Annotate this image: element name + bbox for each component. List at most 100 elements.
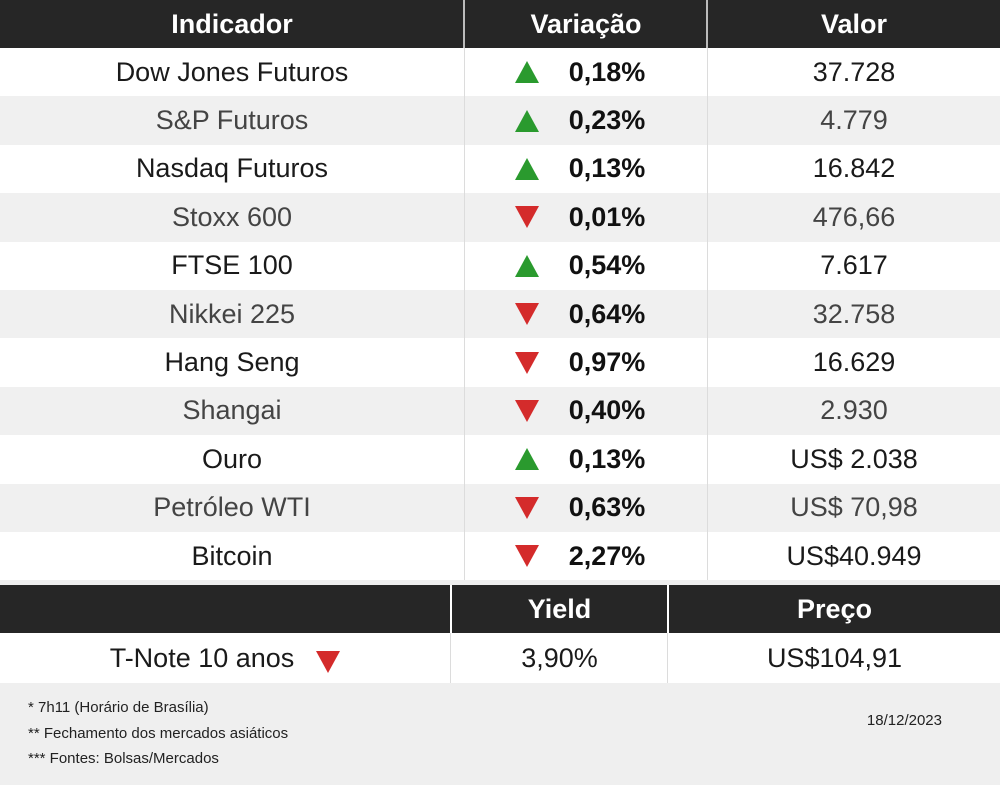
table-header: Indicador Variação Valor	[0, 0, 1000, 48]
cell-divider	[464, 48, 465, 97]
up-arrow-icon	[515, 254, 539, 277]
variation-value: 0,13%	[568, 153, 646, 184]
indicator-name: Nikkei 225	[168, 298, 296, 329]
indicator-name: Ouro	[201, 443, 263, 474]
up-arrow-icon	[515, 61, 539, 84]
up-arrow-icon	[515, 109, 539, 132]
variation-cell: 0,54%	[465, 242, 707, 290]
table-row: Nasdaq Futuros 0,13% 16.842	[0, 144, 1000, 194]
cell-divider	[464, 531, 465, 581]
indicator-value: 7.617	[820, 250, 888, 281]
cell-divider	[464, 483, 465, 532]
indicator-value: 32.758	[812, 298, 896, 329]
indicator-value: US$ 2.038	[790, 443, 918, 474]
variation-cell: 0,64%	[465, 290, 707, 338]
table-row: Hang Seng 0,97% 16.629	[0, 338, 1000, 387]
tnote-row: T-Note 10 anos 3,90% US$104,91	[0, 633, 1000, 683]
header-valor: Valor	[820, 9, 888, 39]
indicator-name: FTSE 100	[171, 250, 293, 281]
down-arrow-icon	[515, 399, 539, 422]
indicator-name: Nasdaq Futuros	[135, 153, 329, 184]
indicator-name: Bitcoin	[191, 540, 273, 571]
indicator-value: US$ 70,98	[790, 492, 918, 523]
footnote-asian-markets: ** Fechamento dos mercados asiáticos	[28, 725, 289, 742]
variation-cell: 0,23%	[465, 96, 707, 144]
indicator-name: Shangai	[182, 395, 282, 426]
variation-value: 0,23%	[568, 105, 646, 136]
up-arrow-icon	[515, 157, 539, 180]
variation-cell: 0,13%	[465, 145, 707, 193]
cell-divider	[464, 386, 465, 436]
down-arrow-icon	[515, 496, 539, 519]
cell-divider	[707, 386, 708, 436]
indicator-name: S&P Futuros	[155, 105, 309, 136]
footnote-time: * 7h11 (Horário de Brasília)	[28, 699, 209, 716]
cell-divider	[707, 435, 708, 484]
indicator-name: Dow Jones Futuros	[115, 56, 349, 87]
date-label: 18/12/2023	[866, 712, 942, 729]
variation-value: 0,40%	[568, 395, 646, 426]
variation-cell: 0,18%	[465, 48, 707, 96]
table-row: FTSE 100 0,54% 7.617	[0, 241, 1000, 290]
tnote-price: US$104,91	[766, 642, 903, 673]
cell-divider	[464, 144, 465, 194]
variation-cell: 2,27%	[465, 532, 707, 580]
down-arrow-icon	[515, 545, 539, 568]
footnote-sources: *** Fontes: Bolsas/Mercados	[28, 750, 219, 767]
variation-value: 0,63%	[568, 492, 646, 523]
cell-divider	[707, 193, 708, 242]
indicator-name: Petróleo WTI	[153, 492, 311, 523]
variation-value: 0,13%	[568, 443, 646, 474]
table-body: Dow Jones Futuros 0,18% 37.728 S&P Futuros 0…	[0, 48, 1000, 581]
indicator-value: US$40.949	[786, 540, 922, 571]
cell-divider	[707, 48, 708, 97]
variation-cell: 0,97%	[465, 338, 707, 386]
table-row: Stoxx 600 0,01% 476,66	[0, 193, 1000, 242]
variation-value: 0,01%	[568, 201, 646, 232]
down-arrow-icon	[515, 303, 539, 326]
header-divider	[450, 585, 452, 633]
header-variacao: Variação	[530, 9, 642, 39]
indicator-value: 16.842	[812, 153, 896, 184]
indicator-value: 476,66	[812, 201, 896, 232]
header-indicador: Indicador	[171, 9, 293, 39]
indicator-value: 4.779	[820, 105, 888, 136]
cell-divider	[707, 531, 708, 581]
table-row: Petróleo WTI 0,63% US$ 70,98	[0, 483, 1000, 532]
table-row: Dow Jones Futuros 0,18% 37.728	[0, 48, 1000, 97]
cell-divider	[464, 338, 465, 387]
down-arrow-icon	[316, 651, 341, 673]
cell-divider	[464, 241, 465, 290]
cell-divider	[450, 633, 451, 683]
indicator-value: 37.728	[812, 56, 896, 87]
variation-value: 0,97%	[568, 347, 646, 378]
variation-cell: 0,13%	[465, 435, 707, 483]
cell-divider	[707, 483, 708, 532]
cell-divider	[707, 338, 708, 387]
table-row: Bitcoin 2,27% US$40.949	[0, 531, 1000, 581]
cell-divider	[707, 144, 708, 194]
variation-cell: 0,63%	[465, 484, 707, 532]
table-row: S&P Futuros 0,23% 4.779	[0, 96, 1000, 145]
tnote-header: Yield Preço	[0, 585, 1000, 633]
header-divider	[706, 0, 708, 48]
table-row: Ouro 0,13% US$ 2.038	[0, 435, 1000, 484]
header-divider	[463, 0, 465, 48]
indicator-name: Stoxx 600	[171, 201, 293, 232]
down-arrow-icon	[515, 206, 539, 229]
header-preco: Preço	[796, 594, 873, 624]
indicator-value: 2.930	[820, 395, 888, 426]
variation-value: 0,54%	[568, 250, 646, 281]
up-arrow-icon	[515, 448, 539, 471]
indicator-name: Hang Seng	[164, 347, 300, 378]
cell-divider	[707, 289, 708, 339]
cell-divider	[464, 193, 465, 242]
down-arrow-icon	[515, 351, 539, 374]
cell-divider	[464, 96, 465, 145]
table-row: Shangai 0,40% 2.930	[0, 386, 1000, 436]
cell-divider	[707, 96, 708, 145]
indicator-value: 16.629	[812, 347, 896, 378]
table-row: Nikkei 225 0,64% 32.758	[0, 289, 1000, 339]
variation-cell: 0,01%	[465, 193, 707, 241]
